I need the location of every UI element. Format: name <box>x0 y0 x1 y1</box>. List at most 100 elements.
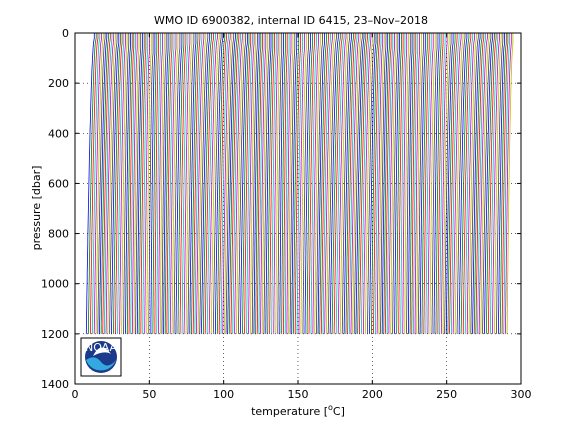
temperature-profile-line <box>296 33 304 334</box>
temperature-profile-line <box>442 33 450 334</box>
temperature-profile-line <box>373 33 380 334</box>
temperature-profile-line <box>392 33 399 334</box>
temperature-profile-line <box>326 33 335 334</box>
temperature-profile-line <box>350 33 360 334</box>
temperature-profile-line <box>324 33 333 334</box>
noaa-logo: NOAA <box>80 337 122 377</box>
temperature-profile-line <box>267 33 274 334</box>
x-tick-label: 250 <box>436 388 457 401</box>
temperature-profile-line <box>191 33 199 334</box>
temperature-profile-line <box>460 33 470 334</box>
temperature-profile-line <box>396 33 402 334</box>
temperature-profile-line <box>447 33 456 334</box>
temperature-profile-line <box>454 33 464 334</box>
temperature-profile-line <box>248 33 255 334</box>
temperature-profile-line <box>473 33 483 334</box>
temperature-profile-line <box>275 33 281 334</box>
temperature-profile-line <box>181 33 189 334</box>
temperature-profile-line <box>197 33 207 334</box>
temperature-profile-line <box>381 33 389 334</box>
temperature-profile-line <box>489 33 499 334</box>
temperature-profile-line <box>310 33 317 334</box>
temperature-profile-line <box>335 33 345 334</box>
temperature-profile-line <box>100 33 109 334</box>
temperature-profile-line <box>142 33 149 334</box>
temperature-profile-line <box>107 33 116 334</box>
temperature-profile-line <box>362 33 372 334</box>
noaa-logo-text: NOAA <box>85 341 118 354</box>
temperature-profile-line <box>433 33 440 334</box>
temperature-profile-line <box>357 33 367 334</box>
temperature-profile-line <box>322 33 331 334</box>
temperature-profile-line <box>312 33 319 334</box>
temperature-profile-line <box>261 33 269 334</box>
temperature-profile-line <box>183 33 191 334</box>
temperature-profile-line <box>445 33 454 334</box>
temperature-profile-line <box>93 33 102 334</box>
temperature-profile-line <box>95 33 104 334</box>
temperature-profile-line <box>293 33 300 334</box>
temperature-profile-line <box>133 33 140 334</box>
x-tick-label: 100 <box>213 388 234 401</box>
temperature-profile-line <box>429 33 436 334</box>
temperature-profile-line <box>475 33 485 334</box>
temperature-profile-line <box>388 33 395 334</box>
temperature-profile-line <box>97 33 106 334</box>
temperature-profile-line <box>452 33 462 334</box>
temperature-profile-line <box>273 33 279 334</box>
temperature-profile-line <box>496 33 504 334</box>
x-tick-label: 0 <box>72 388 79 401</box>
temperature-profile-line <box>478 33 488 334</box>
temperature-profile-line <box>104 33 113 334</box>
temperature-profile-line <box>255 33 262 334</box>
noaa-logo-wave <box>86 357 116 371</box>
temperature-profile-line <box>163 33 169 334</box>
y-tick-label: 600 <box>48 177 69 190</box>
temperature-profile-line <box>128 33 135 334</box>
y-tick-label: 0 <box>62 27 69 40</box>
temperature-profile-line <box>125 33 131 334</box>
temperature-profile-line <box>347 33 356 334</box>
temperature-profile-line <box>228 33 238 334</box>
temperature-profile-line <box>242 33 250 334</box>
noaa-logo-gull <box>93 347 111 356</box>
temperature-profile-line <box>503 33 511 334</box>
temperature-profile-line <box>218 33 228 334</box>
temperature-profile-line <box>402 33 408 334</box>
temperature-profile-line <box>409 33 415 334</box>
temperature-profile-line <box>348 33 358 334</box>
temperature-profile-line <box>506 33 514 334</box>
temperature-profile-line <box>417 33 424 334</box>
temperature-profile-line <box>279 33 284 334</box>
temperature-profile-line <box>369 33 377 334</box>
y-tick-label: 200 <box>48 77 69 90</box>
temperature-profile-line <box>256 33 263 334</box>
temperature-profile-line <box>175 33 183 334</box>
temperature-profile-line <box>339 33 349 334</box>
x-tick-label: 50 <box>142 388 156 401</box>
temperature-profile-line <box>236 33 245 334</box>
temperature-profile-line <box>227 33 236 334</box>
temperature-profile-line <box>329 33 339 334</box>
temperature-profile-line <box>146 33 152 334</box>
temperature-profile-line <box>355 33 365 334</box>
temperature-profile-line <box>250 33 257 334</box>
temperature-profile-line <box>499 33 507 334</box>
temperature-profile-line <box>345 33 354 334</box>
temperature-profile-line <box>439 33 446 334</box>
y-tick-label: 800 <box>48 228 69 241</box>
temperature-profile-line <box>135 33 142 334</box>
temperature-profile-line <box>376 33 384 334</box>
temperature-profile-line <box>150 33 156 334</box>
temperature-profile-line <box>216 33 226 334</box>
temperature-profile-line <box>427 33 434 334</box>
temperature-profile-line <box>281 33 286 334</box>
temperature-profile-line <box>378 33 385 334</box>
temperature-profile-line <box>123 33 130 334</box>
temperature-profile-line <box>115 33 123 334</box>
temperature-profile-line <box>300 33 307 334</box>
temperature-profile-line <box>156 33 161 334</box>
temperature-profile-line <box>169 33 177 334</box>
temperature-profile-line <box>286 33 292 334</box>
temperature-profile-line <box>192 33 201 334</box>
